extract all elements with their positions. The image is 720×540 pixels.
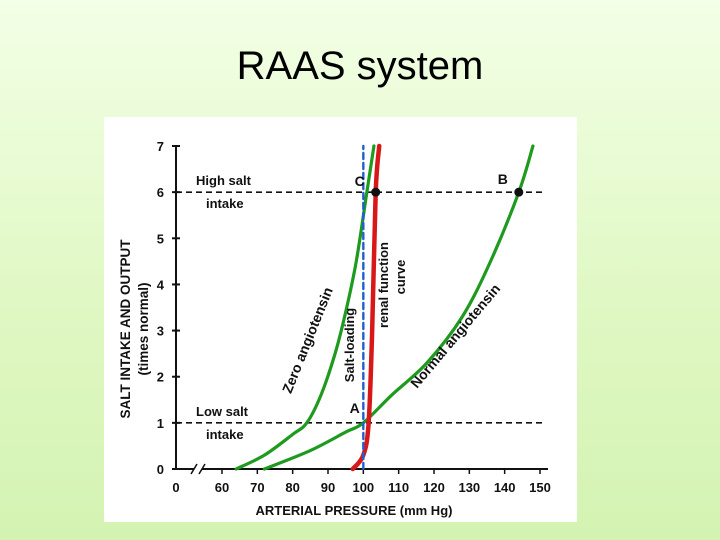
- axis-break-mark: [198, 463, 206, 475]
- x-tick-label: 140: [494, 480, 516, 495]
- x-tick-label: 0: [172, 480, 179, 495]
- slide-title: RAAS system: [236, 44, 484, 88]
- y-tick-label: 7: [157, 139, 164, 154]
- y-axis-sublabel: (times normal): [136, 282, 151, 375]
- normal-angiotensin-curve: [262, 144, 535, 471]
- low-salt-label-line1: Low salt: [196, 404, 249, 419]
- y-tick-group: 0 1 2 3 4 5 6 7: [157, 139, 180, 477]
- axis-break-mark: [190, 463, 198, 475]
- y-tick-label: 2: [157, 370, 164, 385]
- x-axis-break: [190, 463, 206, 475]
- axis-break-gap: [194, 463, 202, 475]
- x-tick-label: 130: [458, 480, 480, 495]
- x-axis-label: ARTERIAL PRESSURE (mm Hg): [256, 503, 453, 518]
- x-tick-label: 100: [352, 480, 374, 495]
- x-tick-label: 70: [250, 480, 264, 495]
- x-tick-label: 150: [529, 480, 551, 495]
- renal-curve-label-line2: curve: [393, 260, 408, 295]
- point-label-c: C: [355, 173, 365, 189]
- y-tick-label: 3: [157, 324, 164, 339]
- low-salt-label-line2: intake: [206, 427, 244, 442]
- point-group: A B C: [350, 171, 524, 416]
- chart-panel: 0 1 2 3 4 5 6 7 0 60 70 80 90 100 110 120 130 140 150 A B C…: [104, 117, 577, 522]
- y-tick-label: 4: [157, 277, 165, 292]
- y-axis-label: SALT INTAKE AND OUTPUT: [118, 239, 133, 419]
- renal-curve-label-line1: renal function: [376, 242, 391, 328]
- x-tick-label: 120: [423, 480, 445, 495]
- x-tick-label: 110: [388, 480, 409, 495]
- point-marker-b: [514, 187, 524, 197]
- point-marker-c: [371, 187, 381, 197]
- y-tick-label: 5: [157, 231, 164, 246]
- y-tick-label: 1: [157, 416, 164, 431]
- x-tick-label: 80: [285, 480, 299, 495]
- x-tick-group: 0 60 70 80 90 100 110 120 130 140 150: [172, 469, 551, 495]
- point-label-a: A: [350, 400, 360, 416]
- normal-angiotensin-label: Normal angiotensin: [407, 281, 503, 391]
- zero-angiotensin-curve: [234, 144, 376, 471]
- series-group: [234, 143, 535, 472]
- x-tick-label: 60: [215, 480, 229, 495]
- salt-loading-label: Salt-loading: [342, 308, 357, 382]
- chart-svg: 0 1 2 3 4 5 6 7 0 60 70 80 90 100 110 120 130 140 150 A B C…: [118, 139, 551, 518]
- y-tick-label: 6: [157, 185, 164, 200]
- y-tick-label: 0: [157, 462, 164, 477]
- x-tick-label: 90: [321, 480, 335, 495]
- point-label-b: B: [498, 171, 508, 187]
- high-salt-label-line2: intake: [206, 196, 244, 211]
- high-salt-label-line1: High salt: [196, 173, 252, 188]
